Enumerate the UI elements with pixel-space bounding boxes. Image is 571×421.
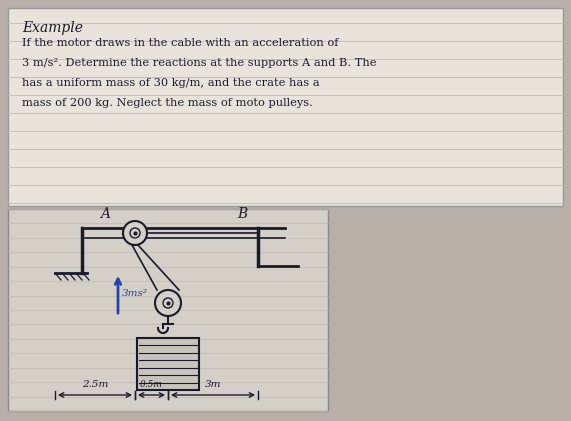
- Text: 2.5m: 2.5m: [82, 380, 108, 389]
- Circle shape: [163, 298, 173, 308]
- Text: B: B: [237, 207, 247, 221]
- Text: has a uniform mass of 30 kg/m, and the crate has a: has a uniform mass of 30 kg/m, and the c…: [22, 78, 320, 88]
- Bar: [8, 8, 563, 206]
- Text: 0.5m: 0.5m: [140, 380, 163, 389]
- Text: Example: Example: [22, 21, 83, 35]
- Text: 3 m/s². Determine the reactions at the supports A and B. The: 3 m/s². Determine the reactions at the s…: [22, 58, 376, 68]
- Text: If the motor draws in the cable with an acceleration of: If the motor draws in the cable with an …: [22, 38, 339, 48]
- Text: 3m: 3m: [205, 380, 221, 389]
- Text: 3ms²: 3ms²: [122, 288, 148, 298]
- Circle shape: [155, 290, 181, 316]
- Circle shape: [130, 228, 140, 238]
- Bar: [8, 209, 328, 411]
- Circle shape: [123, 221, 147, 245]
- Text: mass of 200 kg. Neglect the mass of moto pulleys.: mass of 200 kg. Neglect the mass of moto…: [22, 98, 313, 108]
- Bar: [137, 338, 199, 390]
- Text: A: A: [100, 207, 110, 221]
